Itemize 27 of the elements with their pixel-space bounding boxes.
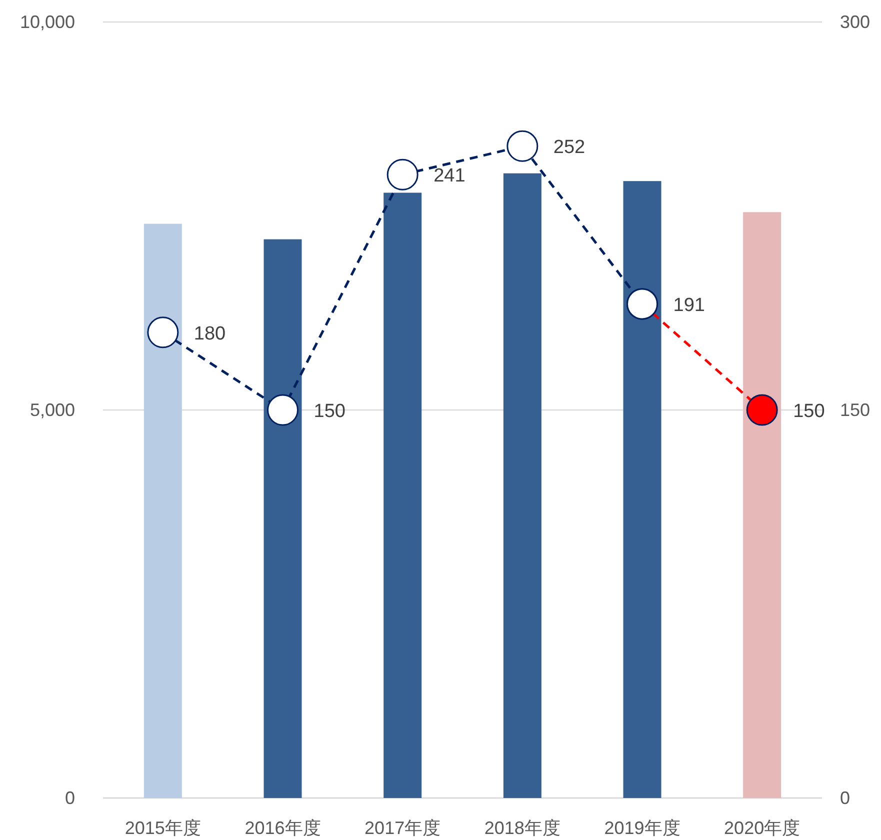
bar (503, 173, 542, 798)
bar (743, 212, 782, 798)
data-label: 150 (793, 401, 825, 422)
x-tick-label: 2016年度 (244, 818, 321, 838)
y-tick-label: 0 (64, 788, 75, 808)
y-tick-label: 5,000 (30, 400, 75, 420)
x-tick-label: 2015年度 (124, 818, 201, 838)
bar (384, 192, 422, 798)
point (267, 394, 298, 426)
data-label: 150 (314, 401, 346, 422)
x-tick-label: 2017年度 (364, 818, 441, 838)
bar (623, 181, 662, 798)
bar (144, 224, 182, 798)
y2-tick-label: 300 (840, 12, 870, 32)
x-tick-label: 2020年度 (724, 818, 800, 838)
x-tick-label: 2018年度 (484, 818, 560, 838)
y-tick-label: 10,000 (20, 12, 75, 32)
data-label: 180 (194, 323, 226, 344)
data-label: 241 (434, 166, 466, 187)
y2-tick-label: 0 (840, 788, 850, 808)
point (147, 316, 179, 348)
point (746, 394, 778, 426)
data-label: 191 (673, 294, 705, 316)
bar (264, 239, 302, 798)
data-label: 252 (553, 137, 586, 158)
y2-tick-label: 150 (840, 400, 870, 420)
x-tick-label: 2019年度 (604, 818, 680, 838)
